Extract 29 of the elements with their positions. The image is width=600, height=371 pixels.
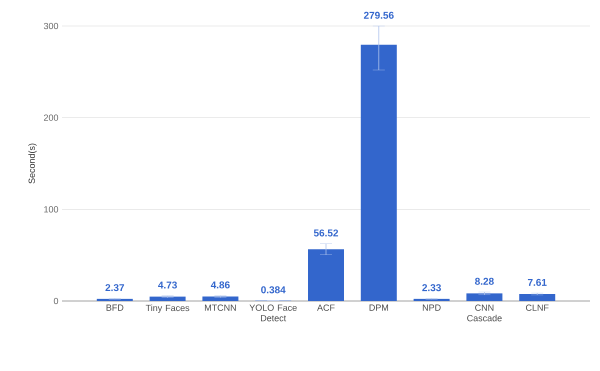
data-label: 0.384	[261, 286, 286, 294]
x-tick-label: DPM	[370, 304, 388, 311]
data-label: 56.52	[314, 229, 338, 236]
data-label: 8.28	[475, 278, 494, 285]
data-label: 279.56	[364, 12, 394, 19]
y-tick-label: 300	[44, 22, 58, 30]
bar	[466, 293, 502, 301]
x-tick-label: NPD	[422, 304, 441, 311]
y-tick-label: 0	[54, 298, 58, 304]
x-tick-label: ACF	[317, 304, 335, 311]
x-tick-label: Tiny Faces	[146, 304, 190, 313]
x-tick-label: CLNF	[526, 304, 549, 311]
bar	[150, 296, 186, 301]
bar	[308, 249, 344, 301]
bar	[519, 294, 556, 301]
bar	[360, 44, 397, 301]
x-tick-label: BFD	[106, 304, 124, 311]
data-label: 2.37	[105, 284, 124, 292]
y-axis-title: Second(s)	[28, 144, 37, 184]
x-tick-label: MTCNN	[204, 304, 236, 311]
data-label: 4.73	[158, 281, 177, 289]
x-tick-label: CNN Cascade	[467, 304, 502, 322]
data-label: 4.86	[210, 281, 230, 288]
data-label: 2.33	[422, 284, 441, 292]
x-tick-label: YOLO Face Detect	[249, 304, 297, 322]
y-tick-label: 100	[44, 206, 58, 213]
y-tick-label: 200	[44, 114, 58, 121]
data-label: 7.61	[528, 278, 547, 286]
bar	[202, 296, 238, 301]
